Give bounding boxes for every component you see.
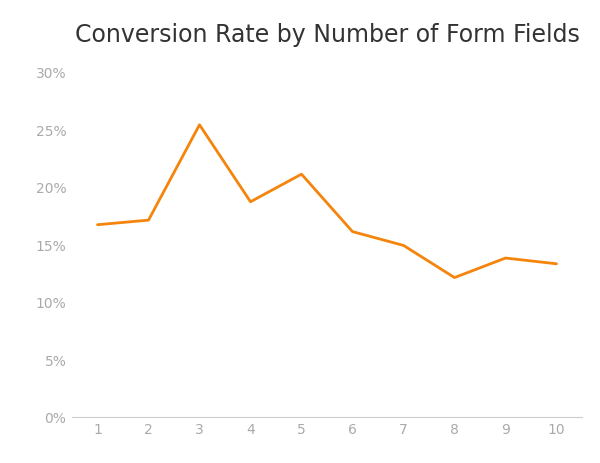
Title: Conversion Rate by Number of Form Fields: Conversion Rate by Number of Form Fields [74,23,580,47]
